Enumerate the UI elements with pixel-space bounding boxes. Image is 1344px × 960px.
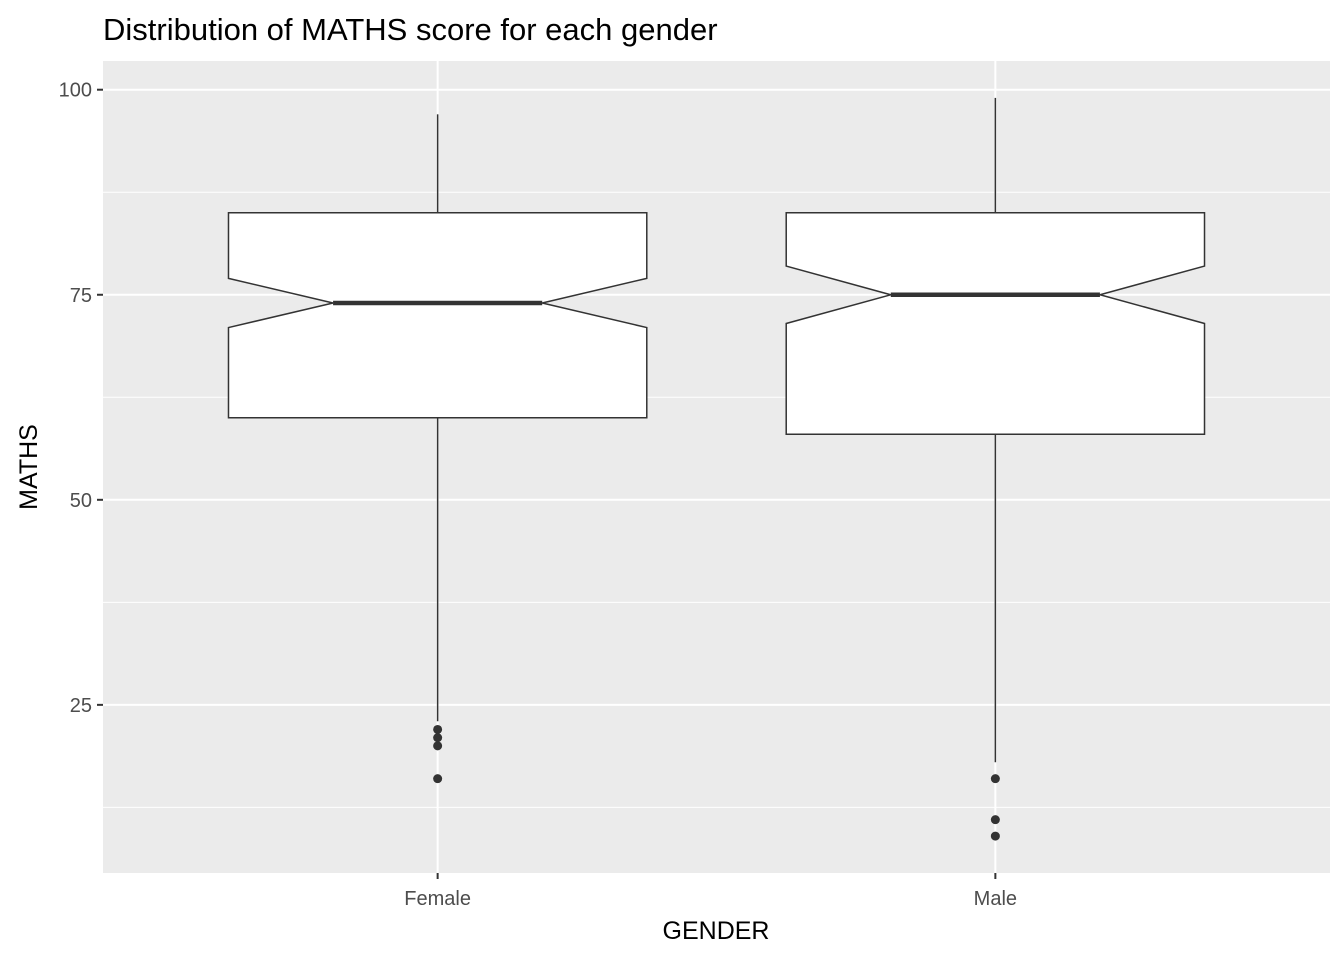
- outlier-point: [433, 733, 443, 743]
- notched-box: [227, 211, 648, 419]
- y-axis-title: MATHS: [15, 424, 43, 510]
- y-tick-label: 25: [70, 695, 92, 717]
- x-tick-label: Female: [404, 888, 471, 910]
- outlier-point: [990, 815, 1000, 825]
- outlier-point: [433, 724, 443, 734]
- y-tick-label: 75: [70, 285, 92, 307]
- outlier-point: [433, 741, 443, 751]
- y-axis: 25 50 75 100: [59, 80, 103, 717]
- x-axis: Female Male: [404, 873, 1017, 910]
- outlier-point: [990, 831, 1000, 841]
- y-tick-label: 50: [70, 490, 92, 512]
- outlier-point: [433, 774, 443, 784]
- outlier-point: [990, 774, 1000, 784]
- x-axis-title: GENDER: [663, 917, 770, 945]
- box-group: [227, 97, 1206, 841]
- plot-panel: [103, 61, 1330, 873]
- x-tick-label: Male: [974, 888, 1017, 910]
- notched-box: [785, 211, 1206, 435]
- y-tick-label: 100: [59, 80, 92, 102]
- chart-title: Distribution of MATHS score for each gen…: [103, 12, 718, 47]
